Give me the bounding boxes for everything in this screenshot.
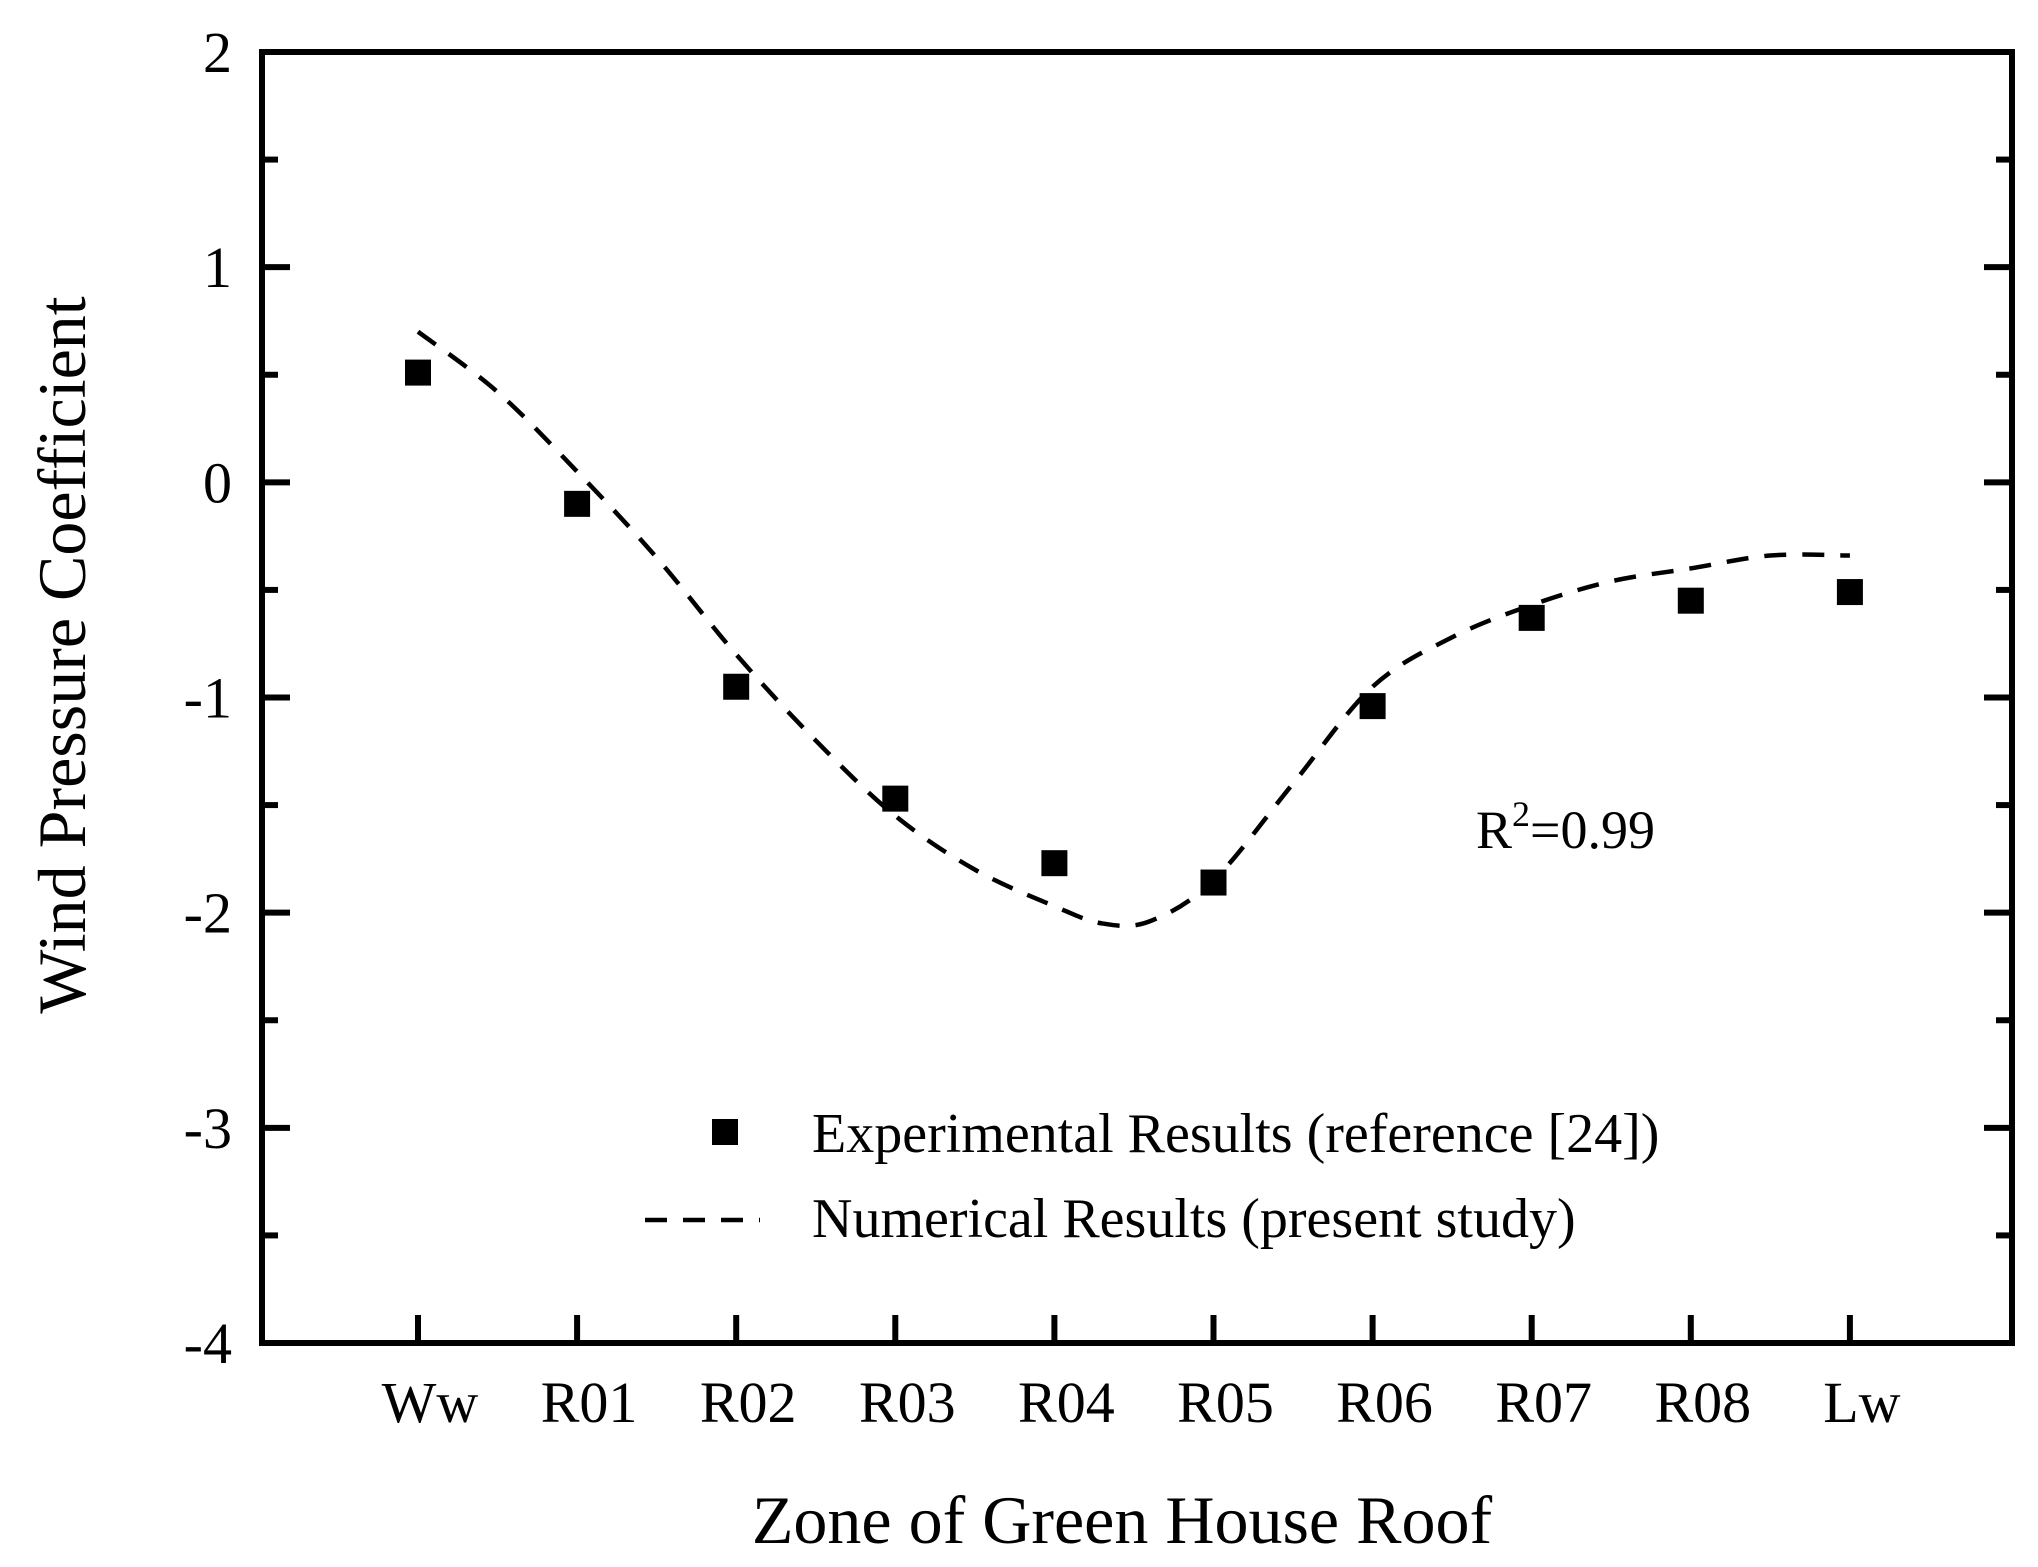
r-squared-annotation: R2=0.99 [1476,794,1655,860]
y-tick-label: 1 [203,235,232,300]
experimental-point [882,785,909,812]
y-tick-label: 2 [203,20,232,85]
y-tick-label: 0 [203,450,232,515]
x-tick-label: Lw [1823,1370,1900,1435]
x-tick-label: R03 [859,1370,956,1435]
experimental-point [1677,587,1704,614]
legend-label-experimental: Experimental Results (reference [24]) [812,1103,1659,1165]
x-tick-label: R01 [541,1370,638,1435]
numerical-results-line [416,329,1850,929]
y-tick-label: -3 [184,1096,232,1161]
y-axis-title: Wind Pressure Coefficient [24,296,100,1013]
x-tick-label: R05 [1177,1370,1274,1435]
x-tick-label: Ww [382,1370,479,1435]
x-tick-label: R07 [1495,1370,1592,1435]
y-tick-label: -1 [184,666,232,731]
x-tick-label: R04 [1018,1370,1115,1435]
r-squared-superscript: 2 [1512,794,1530,834]
y-tick-label: -2 [184,881,232,946]
x-tick-label: R08 [1654,1370,1751,1435]
x-tick-label: R06 [1336,1370,1433,1435]
experimental-point [405,359,431,386]
r-squared-value: =0.99 [1530,800,1655,860]
legend-label-numerical: Numerical Results (present study) [812,1188,1576,1250]
experimental-point [723,673,750,700]
experimental-point [1836,579,1863,606]
r-squared-base: R [1476,800,1512,860]
experimental-point [1518,604,1545,631]
legend-marker-experimental [712,1119,738,1145]
experimental-point [564,490,591,517]
x-axis-title: Zone of Green House Roof [752,1482,1493,1558]
y-tick-label: -4 [184,1311,232,1376]
experimental-point [1041,850,1068,877]
x-tick-label: R02 [700,1370,797,1435]
experimental-point [1200,869,1227,896]
experimental-point [1359,693,1386,720]
